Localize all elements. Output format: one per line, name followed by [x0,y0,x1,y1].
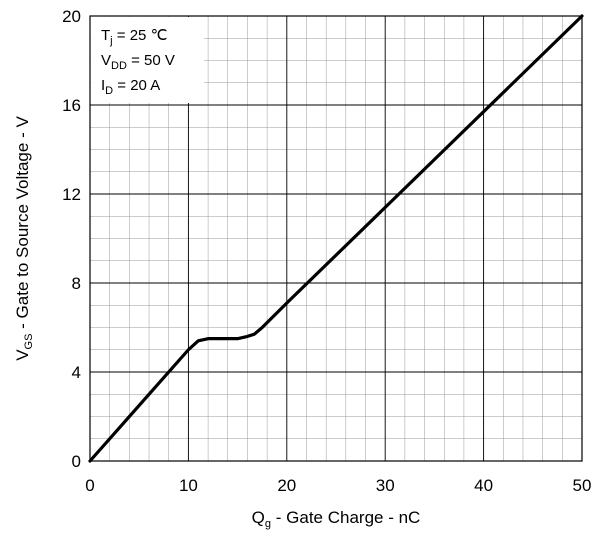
annotation-0: Tj = 25 ℃ [101,27,167,47]
annotation-0-main: T [101,27,110,44]
y-axis-title-sub: GS [23,334,35,350]
y-tick-label-1: 4 [72,363,81,382]
annotation-2-rest: = 20 A [113,77,160,94]
y-tick-label-4: 16 [62,96,81,115]
series-line-vgs [88,14,584,463]
plot-frame [89,15,583,462]
annotation-0-rest: = 25 ℃ [113,27,168,44]
y-tick-labels: 0 4 8 12 16 20 [62,7,81,471]
x-tick-labels: 0 10 20 30 40 50 [85,476,591,495]
x-axis-title-main: Q [252,508,265,527]
x-axis-title: Qg - Gate Charge - nC [252,508,421,530]
x-tick-label-4: 40 [474,476,493,495]
y-tick-label-2: 8 [72,274,81,293]
x-tick-label-0: 0 [85,476,94,495]
y-tick-label-3: 12 [62,185,81,204]
x-tick-label-5: 50 [573,476,592,495]
y-tick-label-5: 20 [62,7,81,26]
annotation-1-main: V [101,52,111,69]
x-axis-title-rest: - Gate Charge - nC [271,508,420,527]
annotation-0-sub: j [109,35,112,47]
x-tick-label-1: 10 [179,476,198,495]
annotation-2-sub: D [105,85,113,97]
annotation-box [91,17,204,103]
annotation-2: ID = 20 A [101,77,160,97]
y-axis-title-rest: - Gate to Source Voltage - V [13,116,32,334]
x-tick-label-2: 20 [277,476,296,495]
y-axis-title: VGS - Gate to Source Voltage - V [13,116,35,361]
x-tick-label-3: 30 [376,476,395,495]
annotation-1-rest: = 50 V [127,52,175,69]
annotation-1: VDD = 50 V [101,52,175,72]
annotation-2-main: I [101,77,105,94]
y-tick-label-0: 0 [72,452,81,471]
annotation-1-sub: DD [111,60,127,72]
x-axis-title-sub: g [265,518,271,530]
y-axis-title-main: V [13,349,32,361]
